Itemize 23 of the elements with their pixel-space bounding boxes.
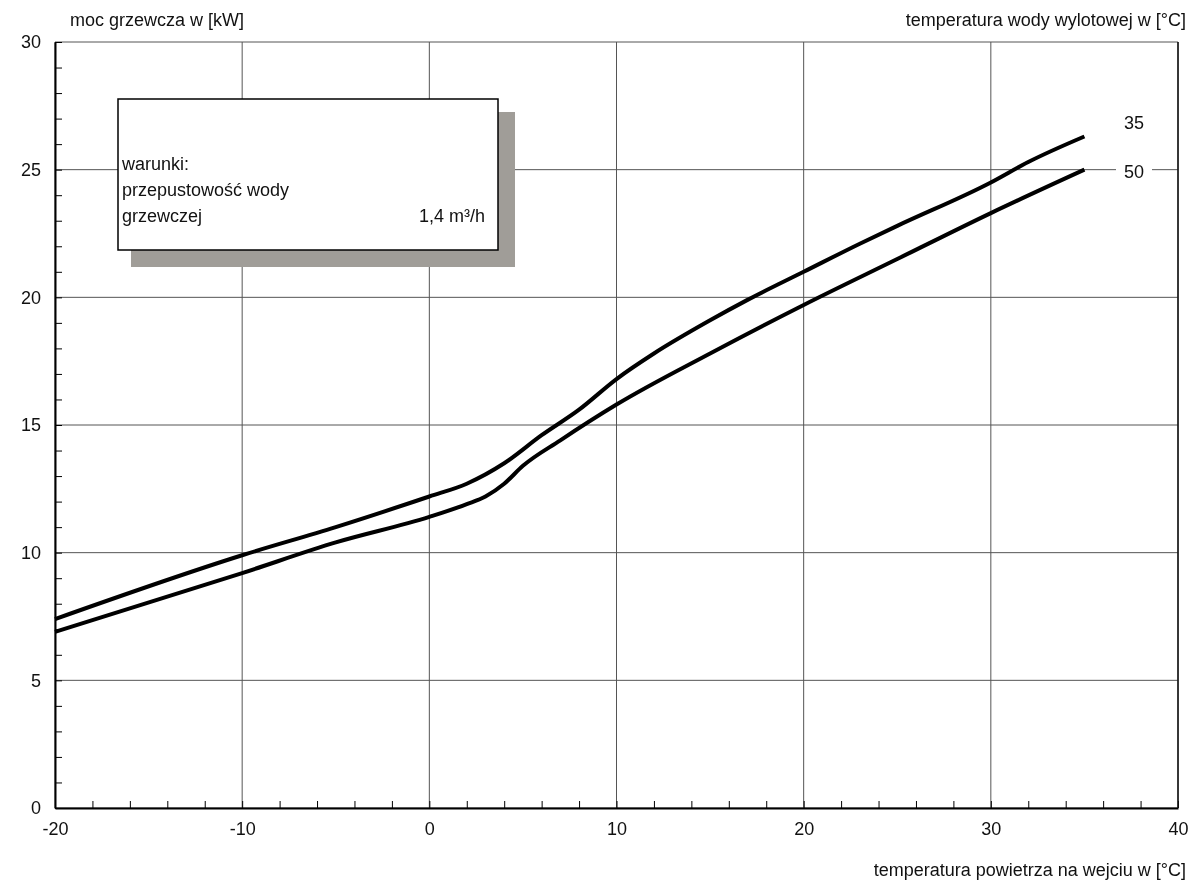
text: 50 xyxy=(1123,161,1145,182)
x-tick-label: 10 xyxy=(606,818,628,839)
x-tick-label: -10 xyxy=(229,818,256,839)
annotation: przepustowość wody xyxy=(122,180,290,200)
x-axis-title: temperatura powietrza na wejciu w [°C] xyxy=(873,860,1186,880)
annotation: warunki: xyxy=(121,154,190,174)
y-tick-label: 10 xyxy=(20,542,41,563)
x-tick-label: 30 xyxy=(981,818,1002,839)
x-tick-label: -20 xyxy=(42,818,69,839)
x-tick-label: 0 xyxy=(424,818,435,839)
y-tick-label: 30 xyxy=(20,32,41,53)
y-tick-label: 5 xyxy=(30,670,41,691)
legend-title: temperatura wody wylotowej w [°C] xyxy=(905,10,1186,30)
x-tick-label: 20 xyxy=(794,818,815,839)
y-tick-label: 20 xyxy=(20,287,41,308)
y-tick-label: 25 xyxy=(20,159,41,180)
y-tick-label: 0 xyxy=(30,798,41,819)
x-tick-label: 40 xyxy=(1168,818,1189,839)
y-tick-label: 15 xyxy=(20,415,41,436)
annotation: 1,4 m³/h xyxy=(418,206,485,226)
y-axis-title: moc grzewcza w [kW] xyxy=(70,10,245,30)
annotation: grzewczej xyxy=(122,206,203,226)
text: 35 xyxy=(1123,113,1145,134)
